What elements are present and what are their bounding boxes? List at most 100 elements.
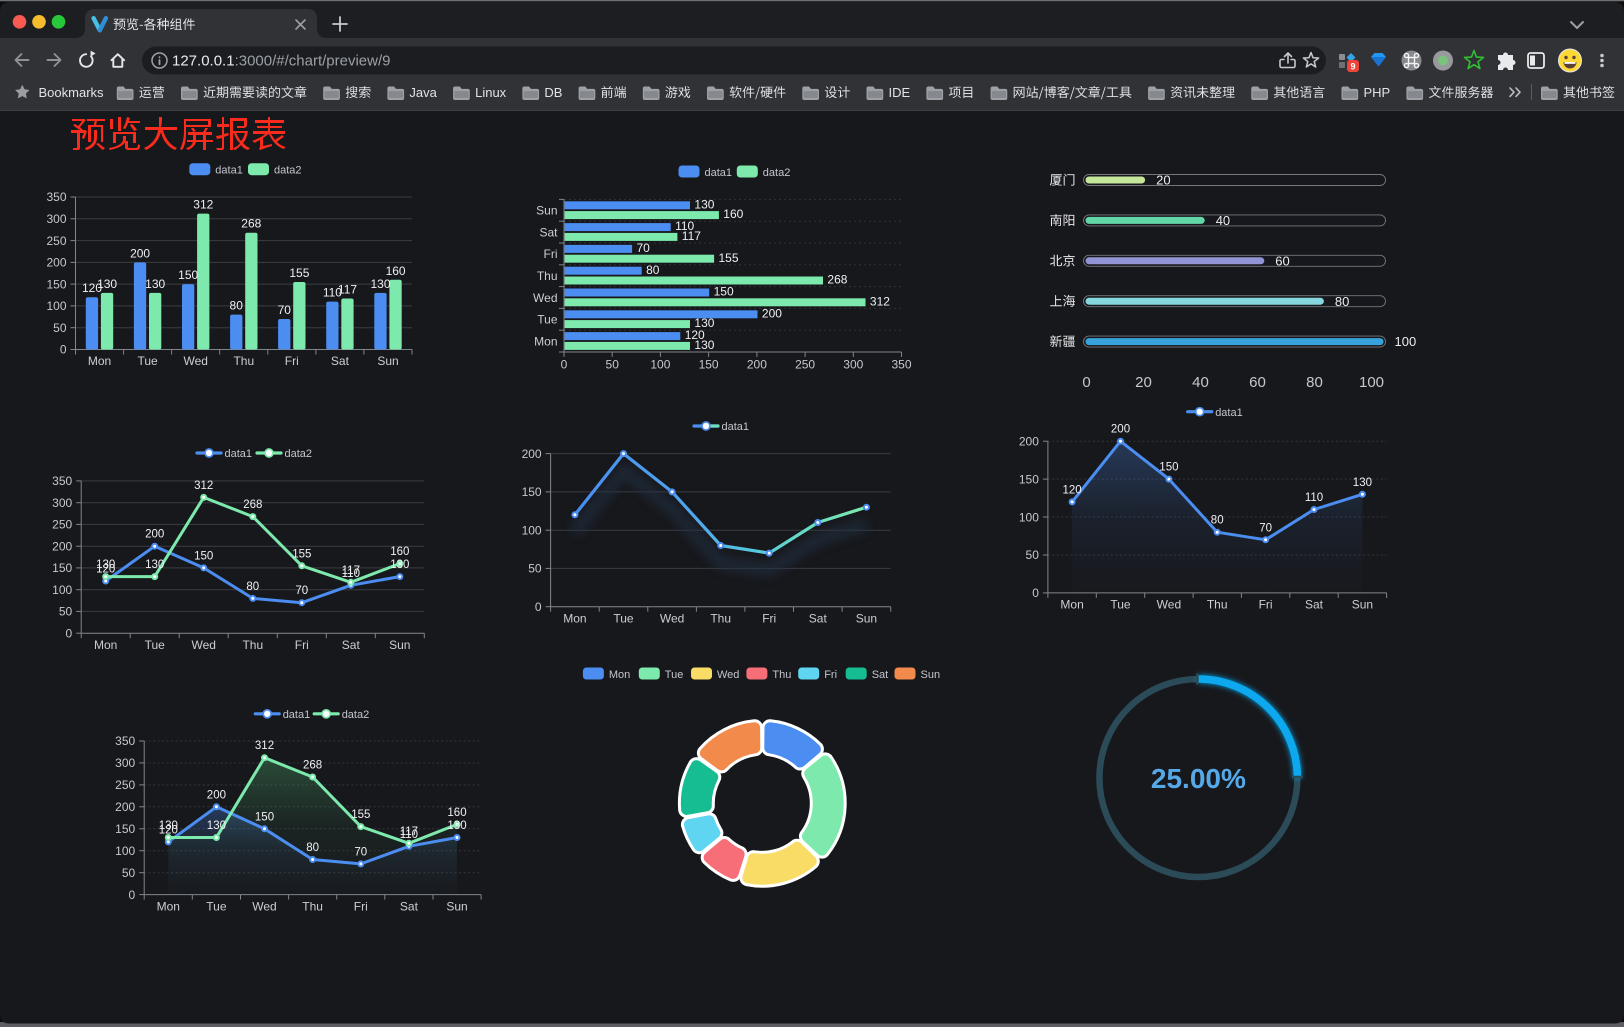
svg-text:data1: data1 [215, 165, 243, 177]
svg-text:268: 268 [243, 499, 262, 511]
svg-text:Sat: Sat [872, 669, 889, 681]
svg-text:200: 200 [145, 529, 164, 541]
svg-text:0: 0 [66, 626, 73, 640]
svg-text:160: 160 [723, 207, 743, 221]
svg-text:data2: data2 [285, 448, 313, 460]
svg-text:200: 200 [130, 246, 150, 260]
svg-text:117: 117 [338, 283, 357, 297]
svg-text:120: 120 [96, 564, 115, 576]
svg-text:350: 350 [52, 474, 72, 488]
svg-text:120: 120 [685, 328, 705, 342]
svg-text:Fri: Fri [824, 669, 837, 681]
svg-text:150: 150 [255, 811, 274, 823]
svg-text:130: 130 [370, 277, 390, 291]
svg-text:Mon: Mon [609, 669, 630, 681]
svg-text:40: 40 [1216, 213, 1230, 228]
svg-text:100: 100 [52, 583, 72, 597]
svg-text:Sat: Sat [342, 638, 361, 652]
svg-text:25.00%: 25.00% [1151, 763, 1246, 794]
svg-text:50: 50 [1026, 548, 1040, 562]
svg-text:20: 20 [1156, 173, 1170, 188]
svg-text:150: 150 [714, 285, 734, 299]
svg-text:IDE: IDE [889, 85, 911, 100]
svg-text:200: 200 [762, 306, 782, 320]
svg-text:130: 130 [96, 559, 115, 571]
svg-text:Fri: Fri [1259, 598, 1273, 612]
svg-text:Sun: Sun [1352, 598, 1373, 612]
svg-text:80: 80 [1306, 374, 1323, 391]
svg-text:350: 350 [891, 358, 911, 372]
svg-text:Thu: Thu [710, 612, 731, 626]
svg-text:155: 155 [289, 266, 309, 280]
svg-text:Sun: Sun [446, 900, 467, 914]
svg-text:Sat: Sat [400, 900, 419, 914]
svg-text:data2: data2 [342, 709, 370, 721]
svg-text:200: 200 [46, 256, 66, 270]
svg-text:70: 70 [295, 585, 308, 597]
svg-text:Java: Java [409, 85, 437, 100]
svg-text:Mon: Mon [94, 638, 117, 652]
svg-text:Mon: Mon [534, 334, 557, 348]
svg-text:Fri: Fri [354, 900, 368, 914]
svg-text:70: 70 [354, 846, 367, 858]
svg-text:Fri: Fri [285, 354, 299, 368]
svg-text:350: 350 [115, 734, 135, 748]
svg-text:150: 150 [1019, 472, 1039, 486]
svg-text:Tue: Tue [145, 638, 166, 652]
svg-text:100: 100 [1019, 510, 1039, 524]
svg-text:Sat: Sat [1305, 598, 1324, 612]
svg-text:50: 50 [59, 605, 73, 619]
svg-text:110: 110 [1305, 492, 1323, 504]
svg-text:DB: DB [544, 85, 562, 100]
svg-text:Sun: Sun [389, 638, 410, 652]
svg-text:Wed: Wed [533, 291, 557, 305]
svg-text:130: 130 [694, 197, 714, 211]
svg-text:Wed: Wed [1157, 598, 1181, 612]
svg-text:100: 100 [1359, 374, 1384, 391]
svg-text:155: 155 [351, 809, 370, 821]
svg-text:Mon: Mon [157, 900, 180, 914]
svg-text:150: 150 [522, 485, 542, 499]
svg-text:data1: data1 [225, 448, 253, 460]
svg-text:130: 130 [97, 277, 117, 291]
svg-text:9: 9 [1350, 62, 1355, 72]
svg-text:50: 50 [606, 358, 620, 372]
svg-text:160: 160 [447, 807, 466, 819]
svg-text:70: 70 [1259, 522, 1272, 534]
svg-text:150: 150 [1159, 462, 1178, 474]
svg-text:268: 268 [827, 273, 847, 287]
svg-text:110: 110 [342, 568, 360, 580]
svg-text:350: 350 [46, 190, 66, 204]
svg-text:0: 0 [535, 600, 542, 614]
svg-text:Tue: Tue [206, 900, 227, 914]
svg-text:data1: data1 [722, 421, 750, 433]
svg-text:300: 300 [843, 358, 863, 372]
svg-text:70: 70 [637, 241, 651, 255]
svg-text:80: 80 [1211, 515, 1224, 527]
svg-text:Thu: Thu [772, 669, 791, 681]
svg-text:Thu: Thu [242, 638, 263, 652]
svg-text:80: 80 [246, 581, 259, 593]
svg-text:160: 160 [386, 264, 406, 278]
svg-text:300: 300 [52, 496, 72, 510]
svg-text:80: 80 [230, 299, 244, 313]
svg-text:312: 312 [870, 294, 890, 308]
svg-text:50: 50 [122, 866, 136, 880]
svg-text:Sat: Sat [331, 354, 350, 368]
svg-text:300: 300 [115, 756, 135, 770]
svg-text:Sun: Sun [921, 669, 941, 681]
svg-text:Sat: Sat [809, 612, 828, 626]
svg-text:200: 200 [1111, 424, 1130, 436]
svg-text:110: 110 [400, 829, 418, 841]
svg-text:80: 80 [306, 842, 319, 854]
svg-text:50: 50 [53, 321, 67, 335]
svg-text:200: 200 [1019, 434, 1039, 448]
svg-text:Thu: Thu [537, 269, 558, 283]
svg-text:Tue: Tue [613, 612, 634, 626]
svg-text:Wed: Wed [183, 354, 207, 368]
svg-text:PHP: PHP [1364, 85, 1391, 100]
svg-text:268: 268 [241, 217, 261, 231]
svg-text:250: 250 [115, 778, 135, 792]
svg-text:130: 130 [159, 820, 178, 832]
svg-text:130: 130 [694, 338, 714, 352]
